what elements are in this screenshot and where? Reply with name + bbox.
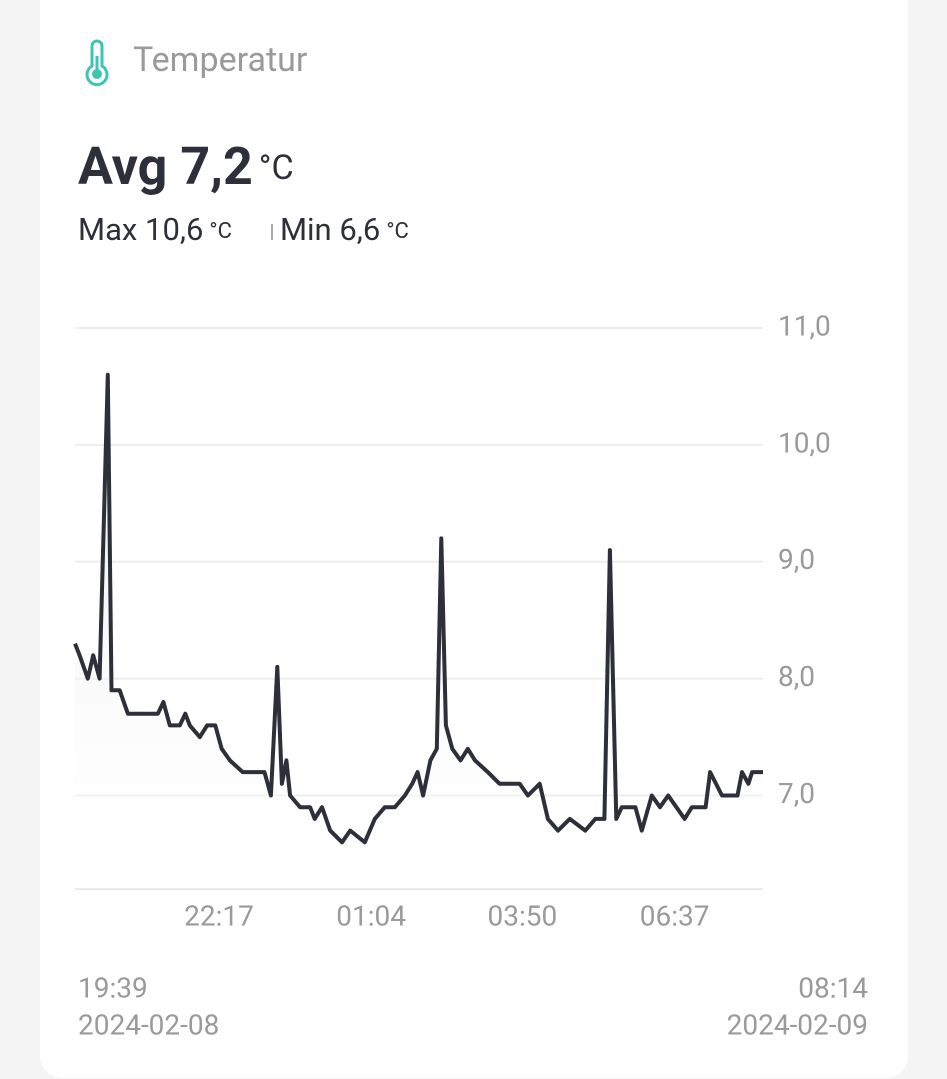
y-tick-label: 9,0 [778,543,815,576]
max-min: Max 10,6 °C Min 6,6 °C [78,211,409,248]
start-date: 2024-02-08 [78,1008,219,1041]
x-tick-label: 22:17 [184,899,254,932]
y-tick-label: 11,0 [778,309,831,342]
start-time: 19:39 [78,971,148,1004]
end-time: 08:14 [798,971,868,1004]
min-label: Min [280,211,332,248]
max-unit: °C [209,219,232,244]
avg-unit: °C [259,148,294,188]
min-value: 6,6 [339,211,380,248]
avg-value: 7,2 [180,136,252,197]
temperature-line [73,372,763,845]
x-tick-label: 03:50 [488,899,558,932]
y-tick-label: 7,0 [778,777,815,810]
card-title: Temperatur [133,40,308,80]
min-unit: °C [386,219,409,244]
y-tick-label: 8,0 [778,660,815,693]
x-tick-label: 01:04 [336,899,406,932]
avg: Avg 7,2 °C [78,136,294,197]
avg-label: Avg [78,136,167,197]
max-value: 10,6 [145,211,203,248]
max-label: Max [78,211,137,248]
end-date: 2024-02-09 [727,1008,868,1041]
thermometer-icon [85,39,109,87]
x-tick-label: 06:37 [640,899,710,932]
y-tick-label: 10,0 [778,426,831,459]
